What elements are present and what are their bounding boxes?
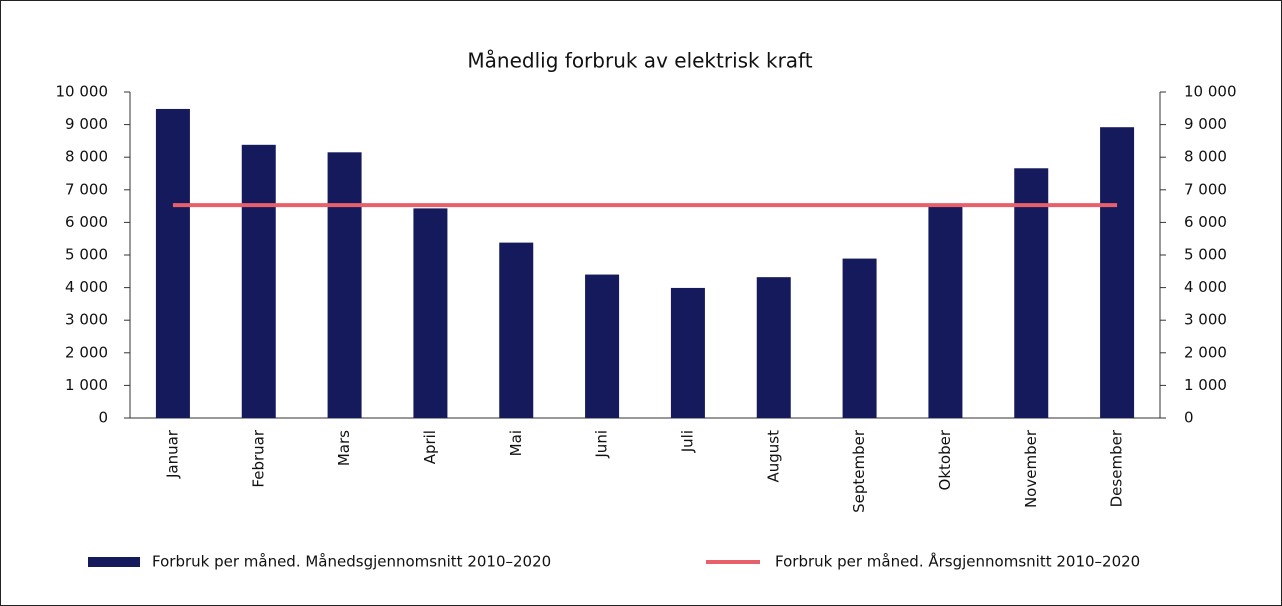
x-tick-label: August bbox=[764, 430, 782, 483]
x-tick-label: Desember bbox=[1108, 429, 1126, 507]
tick-label: 8 000 bbox=[1184, 148, 1227, 166]
bar bbox=[756, 277, 791, 418]
x-tick-label: September bbox=[850, 429, 868, 513]
tick-label: 9 000 bbox=[1184, 115, 1227, 133]
tick-label: 7 000 bbox=[1184, 180, 1227, 198]
tick-label: 1 000 bbox=[1184, 376, 1227, 394]
bar bbox=[670, 287, 705, 418]
legend-label: Forbruk per måned. Årsgjennomsnitt 2010–… bbox=[775, 552, 1140, 571]
tick-label: 0 bbox=[98, 409, 108, 427]
tick-label: 6 000 bbox=[1184, 213, 1227, 231]
bar bbox=[1100, 127, 1135, 418]
tick-label: 5 000 bbox=[1184, 246, 1227, 264]
tick-label: 2 000 bbox=[1184, 343, 1227, 361]
x-tick-label: Oktober bbox=[936, 429, 954, 490]
bar bbox=[928, 204, 963, 418]
bar bbox=[413, 208, 448, 418]
bar bbox=[327, 152, 362, 418]
x-tick-label: Juli bbox=[678, 430, 696, 453]
bar bbox=[842, 258, 877, 418]
tick-label: 6 000 bbox=[65, 213, 108, 231]
x-tick-label: Februar bbox=[249, 429, 267, 487]
chart-title: Månedlig forbruk av elektrisk kraft bbox=[467, 49, 812, 73]
tick-label: 5 000 bbox=[65, 246, 108, 264]
tick-label: 3 000 bbox=[1184, 311, 1227, 329]
bar bbox=[1014, 168, 1049, 418]
tick-label: 7 000 bbox=[65, 180, 108, 198]
tick-label: 10 000 bbox=[1184, 83, 1237, 101]
bar bbox=[241, 144, 276, 418]
x-tick-label: Juni bbox=[593, 430, 611, 459]
x-tick-label: Mars bbox=[335, 430, 353, 466]
bar bbox=[499, 242, 534, 418]
legend-swatch bbox=[88, 557, 140, 567]
tick-label: 1 000 bbox=[65, 376, 108, 394]
bar bbox=[585, 274, 620, 418]
tick-label: 10 000 bbox=[56, 83, 109, 101]
tick-label: 2 000 bbox=[65, 343, 108, 361]
tick-label: 8 000 bbox=[65, 148, 108, 166]
x-tick-label: Mai bbox=[507, 430, 525, 456]
x-tick-label: Januar bbox=[163, 429, 181, 479]
x-tick-label: April bbox=[421, 430, 439, 464]
tick-label: 4 000 bbox=[65, 278, 108, 296]
tick-label: 9 000 bbox=[65, 115, 108, 133]
tick-label: 4 000 bbox=[1184, 278, 1227, 296]
tick-label: 3 000 bbox=[65, 311, 108, 329]
x-tick-label: November bbox=[1022, 429, 1040, 508]
legend-label: Forbruk per måned. Månedsgjennomsnitt 20… bbox=[152, 553, 551, 571]
bar bbox=[155, 108, 190, 419]
tick-label: 0 bbox=[1184, 409, 1194, 427]
